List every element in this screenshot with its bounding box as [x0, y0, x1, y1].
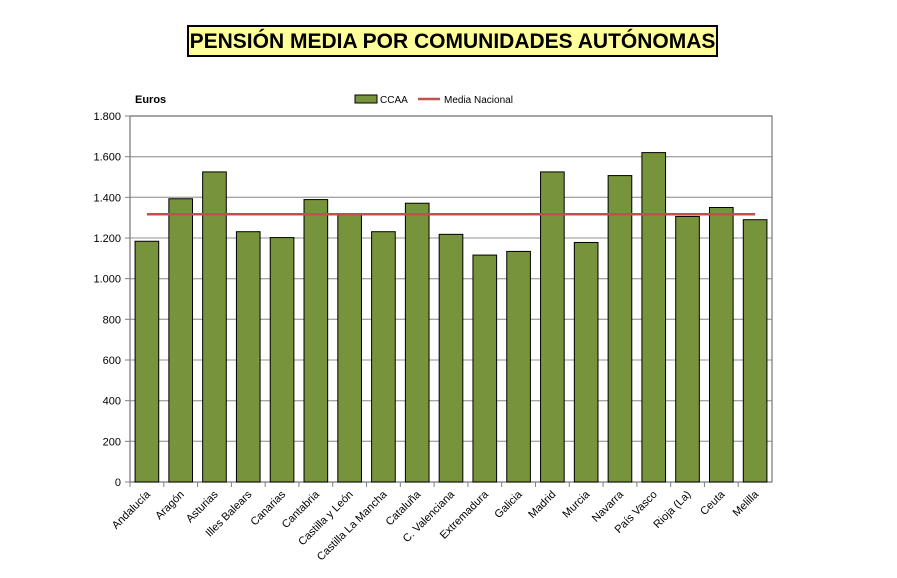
x-tick-label: Murcia: [560, 488, 592, 520]
bar: [641, 152, 667, 483]
bar: [708, 207, 734, 483]
bar: [675, 215, 700, 483]
bar: [506, 250, 531, 483]
legend-label-ccaa: CCAA: [380, 95, 408, 106]
bar: [303, 199, 329, 483]
bar: [607, 175, 633, 483]
x-tick-label: Galicia: [492, 488, 525, 521]
bar: [371, 231, 396, 483]
bar: [168, 198, 194, 483]
y-tick-label: 600: [103, 355, 121, 367]
bar: [269, 237, 295, 483]
bar: [573, 241, 599, 483]
bar: [742, 219, 768, 483]
legend-label-media: Media Nacional: [444, 95, 513, 106]
y-axis-label: Euros: [135, 94, 166, 106]
y-tick-label: 1.800: [93, 111, 121, 123]
y-tick-label: 1.400: [93, 192, 121, 204]
x-tick-label: Ceuta: [698, 488, 728, 518]
bar: [235, 231, 261, 483]
bar: [438, 233, 464, 483]
bar: [202, 171, 227, 483]
y-tick-label: 400: [103, 396, 121, 408]
x-tick-label: Melilla: [731, 488, 762, 519]
y-tick-label: 800: [103, 314, 121, 326]
chart-title: PENSIÓN MEDIA POR COMUNIDADES AUTÓNOMAS: [187, 25, 718, 57]
bar: [472, 254, 498, 483]
bar: [404, 202, 430, 483]
x-tick-label: Madrid: [526, 489, 558, 521]
x-tick-label: Aragón: [153, 489, 187, 523]
y-tick-label: 1.000: [93, 274, 121, 286]
legend-swatch-ccaa: [354, 94, 378, 104]
y-tick-label: 1.600: [93, 152, 121, 164]
x-tick-label: Rioja (La): [651, 489, 693, 531]
bar: [337, 213, 362, 483]
bar: [134, 240, 160, 483]
y-tick-label: 1.200: [93, 233, 121, 245]
y-tick-label: 200: [103, 436, 121, 448]
bar: [540, 171, 565, 483]
y-tick-label: 0: [115, 477, 121, 489]
x-tick-label: Andalucía: [110, 488, 154, 532]
